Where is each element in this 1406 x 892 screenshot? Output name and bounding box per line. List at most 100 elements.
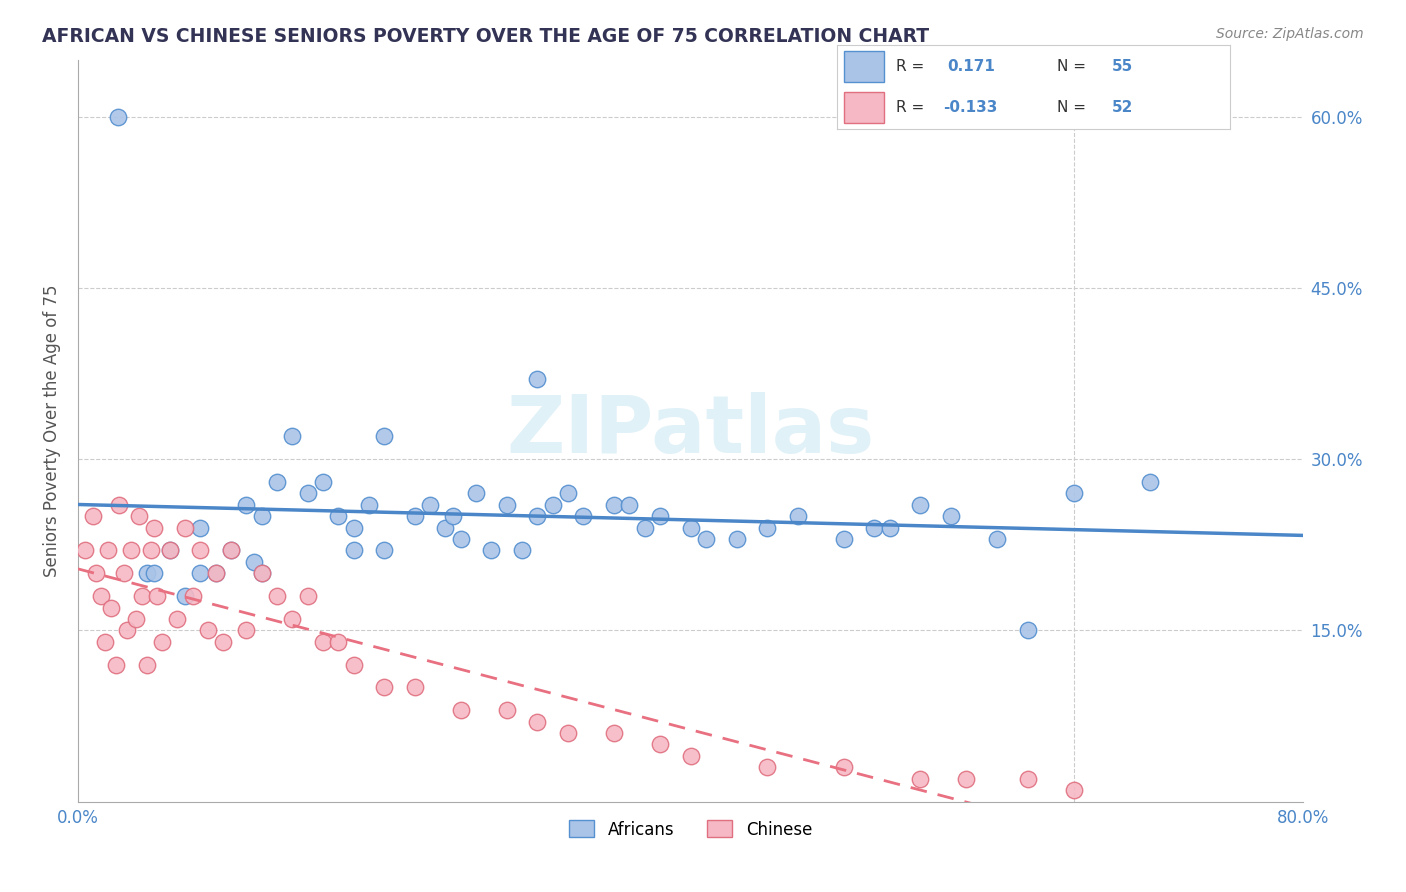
Point — [141, 543, 163, 558]
Point — [143, 566, 166, 581]
Point — [541, 498, 564, 512]
Point — [526, 509, 548, 524]
Point — [342, 543, 364, 558]
Point — [97, 543, 120, 558]
Point — [373, 681, 395, 695]
Legend: Africans, Chinese: Africans, Chinese — [562, 814, 818, 846]
FancyBboxPatch shape — [845, 52, 884, 82]
Text: N =: N = — [1057, 59, 1085, 74]
Point — [281, 612, 304, 626]
Point — [725, 532, 748, 546]
Point — [328, 509, 350, 524]
Point — [107, 110, 129, 124]
Point — [146, 589, 169, 603]
Point — [434, 520, 457, 534]
Text: R =: R = — [896, 100, 924, 115]
Point — [910, 498, 932, 512]
Point — [342, 520, 364, 534]
Point — [441, 509, 464, 524]
Point — [756, 520, 779, 534]
Point — [212, 634, 235, 648]
Point — [266, 589, 288, 603]
Point — [159, 543, 181, 558]
Point — [450, 703, 472, 717]
Point — [633, 520, 655, 534]
Point — [404, 681, 426, 695]
Point — [235, 624, 257, 638]
Point — [135, 566, 157, 581]
Point — [235, 498, 257, 512]
Point — [219, 543, 242, 558]
Point — [495, 498, 517, 512]
Text: 52: 52 — [1112, 100, 1133, 115]
Point — [526, 714, 548, 729]
Point — [495, 703, 517, 717]
Point — [481, 543, 503, 558]
Point — [910, 772, 932, 786]
Point — [1017, 624, 1039, 638]
Point — [250, 566, 273, 581]
Point — [572, 509, 595, 524]
Text: Source: ZipAtlas.com: Source: ZipAtlas.com — [1216, 27, 1364, 41]
Point — [619, 498, 641, 512]
Point — [166, 612, 188, 626]
Point — [135, 657, 157, 672]
Point — [131, 589, 153, 603]
Point — [863, 520, 886, 534]
Point — [75, 543, 97, 558]
Point — [695, 532, 717, 546]
Point — [90, 589, 112, 603]
Point — [188, 543, 211, 558]
Y-axis label: Seniors Poverty Over the Age of 75: Seniors Poverty Over the Age of 75 — [44, 285, 60, 577]
Text: 55: 55 — [1112, 59, 1133, 74]
Point — [679, 748, 702, 763]
Point — [174, 589, 197, 603]
Point — [250, 566, 273, 581]
Point — [82, 509, 104, 524]
Point — [526, 372, 548, 386]
Text: R =: R = — [896, 59, 924, 74]
Point — [986, 532, 1008, 546]
Point — [197, 624, 219, 638]
Point — [373, 429, 395, 443]
Point — [404, 509, 426, 524]
Point — [939, 509, 962, 524]
Point — [266, 475, 288, 489]
Point — [557, 726, 579, 740]
Point — [120, 543, 142, 558]
Point — [243, 555, 266, 569]
Point — [150, 634, 173, 648]
Point — [94, 634, 117, 648]
Point — [1063, 486, 1085, 500]
Point — [125, 612, 148, 626]
Point — [204, 566, 226, 581]
Point — [219, 543, 242, 558]
Point — [786, 509, 808, 524]
Point — [832, 532, 855, 546]
Point — [679, 520, 702, 534]
Point — [342, 657, 364, 672]
Point — [159, 543, 181, 558]
Point — [128, 509, 150, 524]
Text: -0.133: -0.133 — [943, 100, 997, 115]
Point — [188, 566, 211, 581]
Point — [181, 589, 204, 603]
Point — [465, 486, 488, 500]
Point — [832, 760, 855, 774]
Point — [312, 634, 335, 648]
Point — [648, 738, 671, 752]
Point — [373, 543, 395, 558]
Point — [1017, 772, 1039, 786]
Point — [357, 498, 380, 512]
Point — [174, 520, 197, 534]
Point — [312, 475, 335, 489]
FancyBboxPatch shape — [845, 92, 884, 122]
Point — [112, 566, 135, 581]
Point — [879, 520, 901, 534]
Point — [115, 624, 138, 638]
Point — [603, 498, 626, 512]
Point — [143, 520, 166, 534]
Text: 0.171: 0.171 — [946, 59, 994, 74]
Point — [1139, 475, 1161, 489]
Point — [419, 498, 441, 512]
